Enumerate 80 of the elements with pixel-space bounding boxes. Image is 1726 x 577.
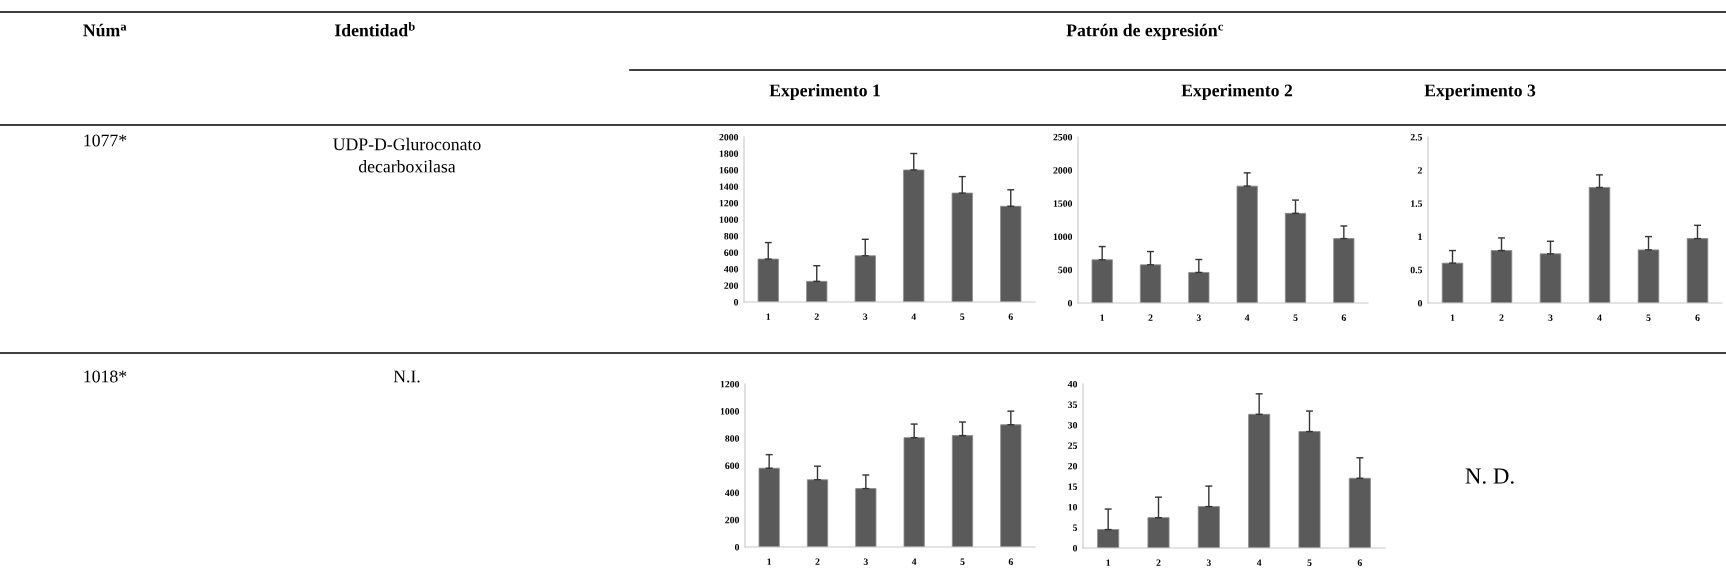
y-tick-label: 0 — [733, 298, 739, 306]
y-tick-label: 1 — [1418, 233, 1422, 240]
text: N.I. — [393, 370, 420, 383]
y-tick-label: 0.5 — [1410, 266, 1423, 274]
x-tick-label: 1 — [1100, 314, 1105, 321]
text: Patrón de expresión$^{c}$ — [1066, 23, 1224, 40]
text: Núm$^{a}$ — [83, 23, 127, 37]
y-tick-label: 1800 — [719, 150, 739, 157]
y-tick-label: 25 — [1068, 442, 1078, 449]
y-tick-label: 1200 — [719, 199, 739, 207]
y-tick-label: 0 — [1417, 299, 1423, 307]
x-tick-label: 1 — [1450, 314, 1455, 321]
y-tick-label: 600 — [724, 249, 739, 256]
x-tick-label: 3 — [863, 558, 868, 565]
x-tick-label: 4 — [1256, 559, 1262, 566]
y-tick-label: 2 — [1417, 167, 1423, 174]
y-tick-label: 1000 — [719, 216, 739, 223]
x-tick-label: 5 — [1293, 314, 1298, 321]
y-tick-label: 400 — [723, 265, 739, 273]
x-tick-label: 6 — [1357, 559, 1362, 566]
text: 1077* — [84, 134, 127, 147]
x-tick-label: 6 — [1008, 313, 1013, 320]
y-tick-label: 2000 — [719, 133, 739, 141]
x-tick-label: 6 — [1008, 558, 1013, 565]
y-tick-label: 400 — [724, 489, 740, 497]
y-tick-label: 0 — [1067, 299, 1073, 307]
x-tick-label: 1 — [1106, 559, 1111, 566]
y-tick-label: 1600 — [719, 166, 739, 174]
x-tick-label: 4 — [1244, 314, 1250, 321]
y-tick-label: 40 — [1067, 380, 1078, 388]
y-tick-label: 1000 — [1053, 233, 1073, 241]
x-tick-label: 1 — [766, 313, 771, 320]
text: 1018* — [84, 370, 127, 383]
x-tick-label: 5 — [960, 558, 965, 565]
x-tick-label: 3 — [1548, 314, 1553, 321]
x-tick-label: 3 — [1196, 314, 1201, 321]
y-tick-label: 200 — [725, 516, 740, 524]
y-tick-label: 20 — [1068, 462, 1078, 470]
x-tick-label: 4 — [911, 313, 916, 320]
text: Identidad$^{b}$ — [334, 21, 415, 37]
x-tick-label: 1 — [767, 558, 772, 565]
x-tick-label: 5 — [960, 313, 965, 320]
x-tick-label: 5 — [1646, 314, 1651, 321]
y-tick-label: 1.5 — [1411, 200, 1423, 207]
y-tick-label: 800 — [724, 232, 739, 240]
y-tick-label: 1400 — [719, 183, 739, 190]
y-tick-label: 10 — [1068, 503, 1078, 511]
x-tick-label: 2 — [1499, 314, 1504, 321]
x-tick-label: 4 — [1597, 314, 1602, 321]
y-tick-label: 2.5 — [1410, 133, 1423, 141]
text: N. D. — [1465, 468, 1514, 484]
x-tick-label: 2 — [1148, 314, 1153, 321]
y-tick-label: 2000 — [1053, 167, 1073, 174]
y-tick-label: 15 — [1068, 483, 1078, 490]
y-tick-label: 1500 — [1053, 200, 1073, 207]
y-tick-label: 1200 — [720, 380, 740, 388]
y-tick-label: 1000 — [720, 408, 740, 415]
y-tick-label: 0 — [1072, 544, 1078, 552]
x-tick-label: 4 — [911, 558, 917, 565]
y-tick-label: 5 — [1072, 524, 1078, 531]
y-tick-label: 35 — [1068, 401, 1078, 408]
y-tick-label: 30 — [1068, 421, 1078, 429]
x-tick-label: 5 — [1307, 559, 1312, 566]
y-tick-label: 200 — [724, 282, 739, 289]
text: Experimento 1 — [769, 83, 880, 101]
y-tick-label: 0 — [734, 543, 740, 551]
x-tick-label: 6 — [1341, 314, 1346, 321]
text: UDP-D-Gluroconato decarboxilasa — [333, 137, 481, 173]
x-tick-label: 2 — [814, 313, 819, 320]
y-tick-label: 500 — [1058, 266, 1073, 274]
x-tick-label: 3 — [1206, 559, 1211, 566]
x-tick-label: 3 — [863, 313, 868, 320]
text: Experimento 2 — [1181, 83, 1293, 101]
y-tick-label: 2500 — [1053, 133, 1073, 141]
text: Experimento 3 — [1424, 83, 1536, 101]
y-tick-label: 800 — [725, 435, 740, 442]
y-tick-label: 600 — [725, 462, 740, 469]
x-tick-label: 6 — [1695, 314, 1700, 321]
x-tick-label: 2 — [1156, 559, 1161, 566]
x-tick-label: 2 — [815, 558, 820, 565]
